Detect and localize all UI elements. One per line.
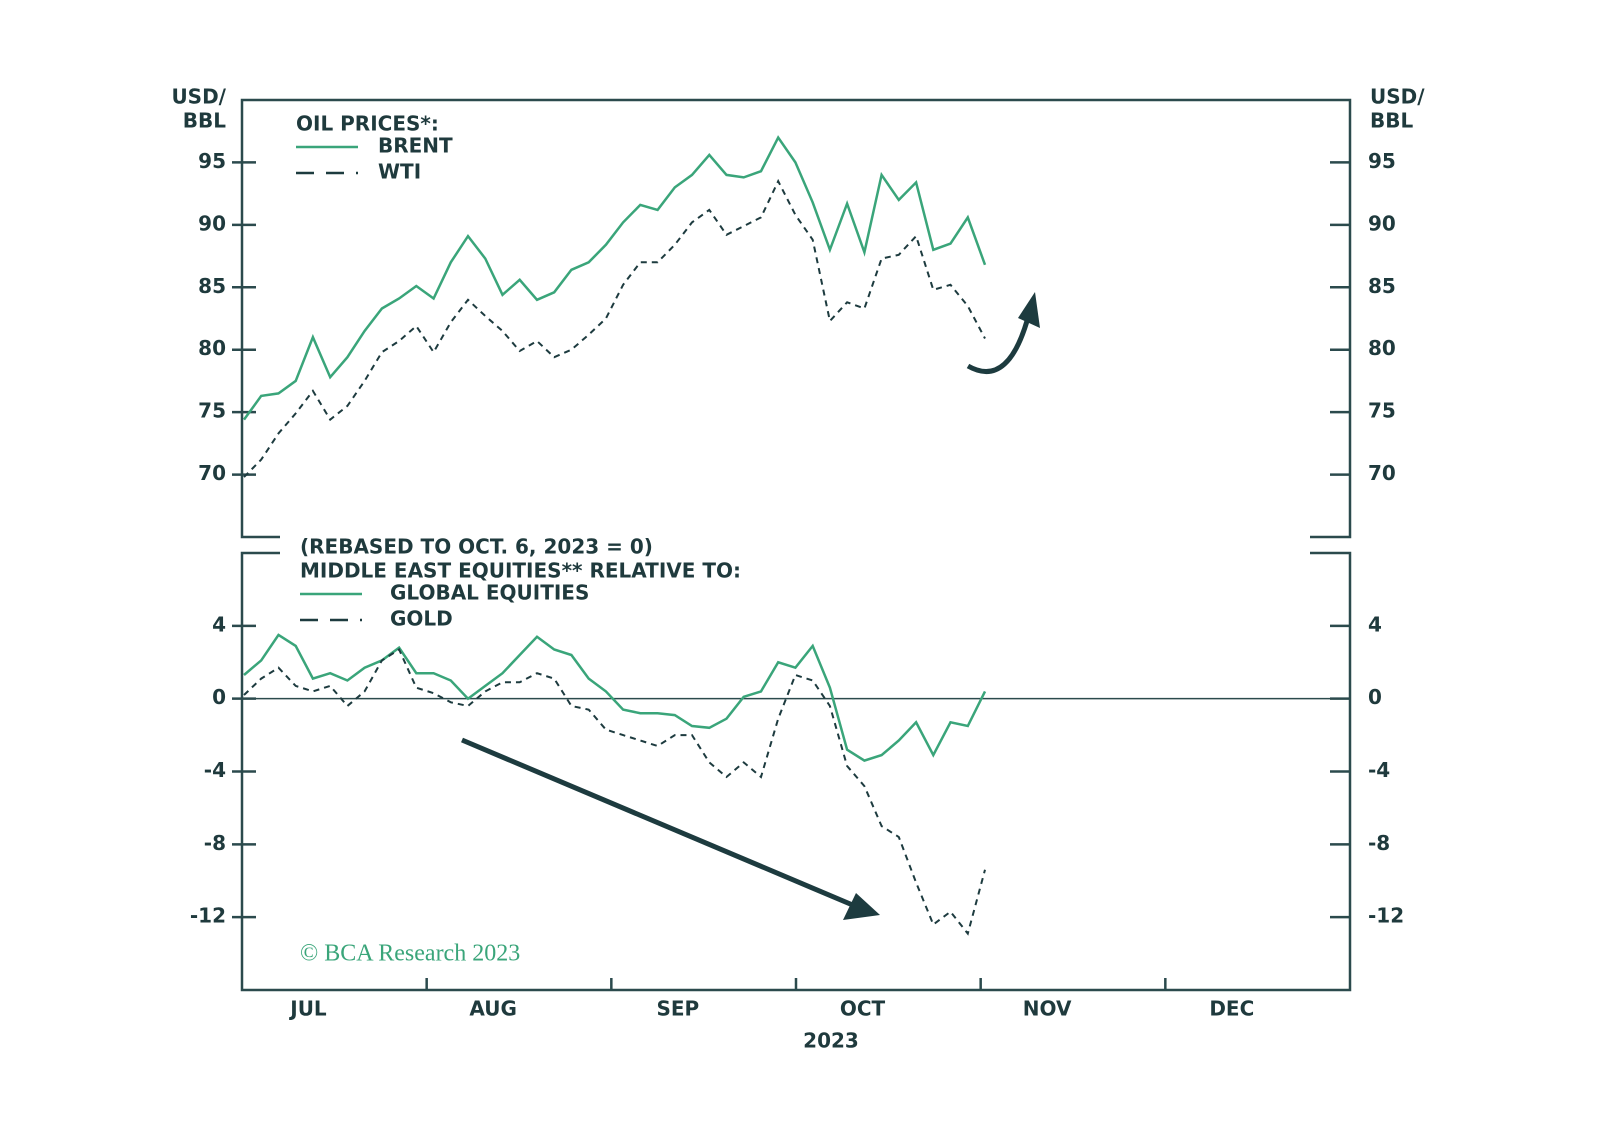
y2-tick-label: 85 [1368,274,1396,298]
y-axis-label: BBL [183,109,226,133]
y2-tick-label: -12 [1368,904,1404,928]
annotation-arrows [461,292,1040,920]
y2-tick-label: 0 [1368,685,1382,709]
series-line [243,648,986,936]
y-tick-label: 80 [198,336,226,360]
y2-tick-label: 95 [1368,149,1396,173]
legend-label: WTI [378,160,421,184]
y-tick-label: -4 [204,758,226,782]
y2-tick-label: -8 [1368,831,1390,855]
y-tick-label: 4 [212,612,226,636]
y-tick-label: 85 [198,274,226,298]
y2-tick-label: 80 [1368,336,1396,360]
x-tick-label: DEC [1209,997,1254,1021]
y-tick-label: -12 [190,904,226,928]
legend-label: GOLD [390,607,453,631]
top-frame [240,98,1352,539]
series-line [242,135,987,421]
y-tick-label: 70 [198,461,226,485]
x-tick-label: JUL [288,997,327,1021]
down-arrowhead [843,893,880,920]
y2-axis-label: USD/ [1370,85,1425,109]
x-tick-label: SEP [656,997,699,1021]
y2-tick-label: 75 [1368,399,1396,423]
y2-tick-label: 4 [1368,612,1382,636]
x-tick-label: OCT [840,997,886,1021]
y-axis-label: USD/ [171,85,226,109]
x-tick-label: AUG [469,997,517,1021]
series-line [243,178,986,478]
x-axis-label: 2023 [803,1029,859,1053]
up-arrow [966,309,1033,374]
legend-title: OIL PRICES*: [296,112,439,136]
down-arrow [461,737,856,909]
up-arrowhead [1018,292,1040,328]
y-tick-label: 75 [198,399,226,423]
legend-title: (REBASED TO OCT. 6, 2023 = 0) [300,535,653,559]
y2-axis-label: BBL [1370,109,1413,133]
y2-tick-label: 70 [1368,461,1396,485]
y-tick-label: 0 [212,685,226,709]
y-tick-label: -8 [204,831,226,855]
y-tick-label: 90 [198,211,226,235]
x-tick-label: NOV [1023,997,1072,1021]
series-line [243,633,987,762]
credit: © BCA Research 2023 [300,941,520,967]
y2-tick-label: -4 [1368,758,1390,782]
y-tick-label: 95 [198,149,226,173]
legend-label: GLOBAL EQUITIES [390,581,589,605]
y2-tick-label: 90 [1368,211,1396,235]
legend-label: BRENT [378,134,453,158]
legend-title: MIDDLE EAST EQUITIES** RELATIVE TO: [300,559,741,583]
